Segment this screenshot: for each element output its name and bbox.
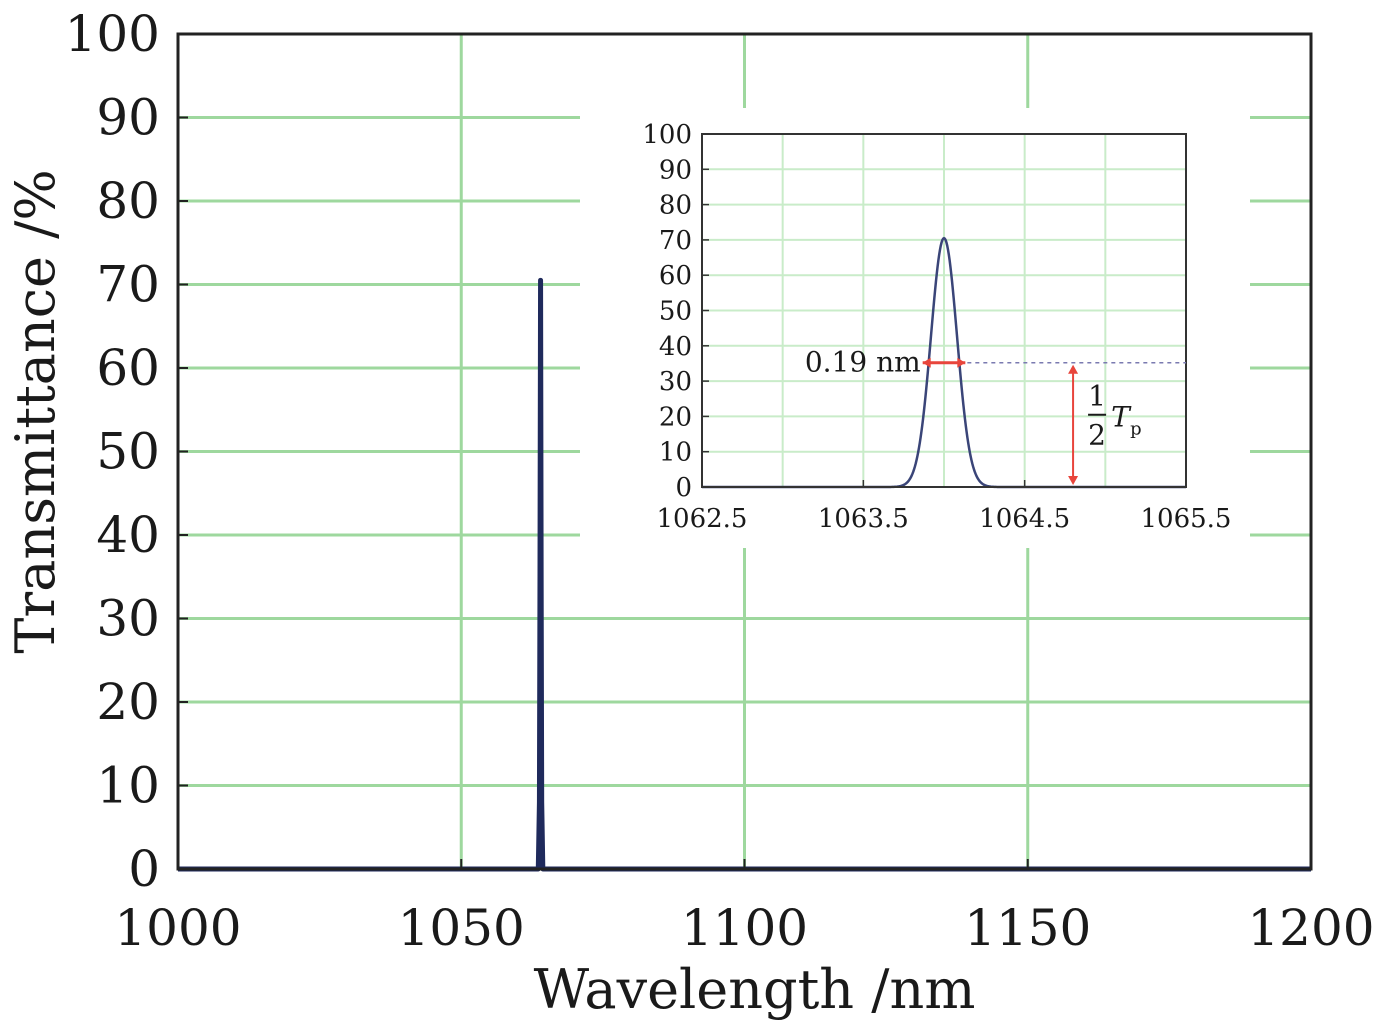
inset-x-tick-label: 1063.5	[818, 504, 909, 534]
inset-y-tick-label: 20	[659, 402, 692, 432]
main-y-tick-label: 90	[96, 89, 160, 147]
inset-background	[580, 108, 1250, 548]
main-x-tick-label: 1200	[1247, 899, 1374, 957]
fwhm-arrowhead-right	[957, 357, 966, 368]
main-y-tick-label: 30	[96, 590, 160, 648]
inset-x-tick-label: 1064.5	[979, 504, 1070, 534]
fwhm-arrowhead-left	[922, 357, 931, 368]
inset-y-tick-label: 70	[659, 226, 692, 256]
main-series	[178, 277, 1311, 872]
inset-y-tick-label: 80	[659, 191, 692, 221]
inset-y-tick-label: 100	[642, 120, 692, 150]
inset-y-tick-label: 0	[675, 473, 692, 503]
inset-x-tick-label: 1062.5	[657, 504, 748, 534]
inset-y-tick-label: 40	[659, 332, 692, 362]
main-y-tick-label: 40	[96, 506, 160, 564]
inset-y-tick-label: 90	[659, 155, 692, 185]
half-level-arrowhead-top	[1068, 364, 1079, 374]
main-transmittance-line	[178, 277, 1311, 872]
main-x-axis-label: Wavelength /nm	[534, 958, 976, 1021]
main-x-tick-label: 1000	[114, 899, 241, 957]
inset-tick-labels: 0 10 20 30 40 50 60 70 80 90 100 1062.5 1063.5 1064.5…	[642, 120, 1231, 534]
main-y-tick-label: 100	[65, 5, 160, 63]
main-y-tick-label: 0	[128, 840, 160, 898]
inset-y-tick-label: 30	[659, 367, 692, 397]
inset-x-tick-label: 1065.5	[1141, 504, 1232, 534]
inset-y-tick-label: 10	[659, 438, 692, 468]
main-y-axis-label: Transmittance /%	[4, 169, 67, 653]
inset-grid	[702, 134, 1186, 487]
main-y-tick-label: 60	[96, 339, 160, 397]
main-y-tick-label: 80	[96, 172, 160, 230]
fwhm-label: 0.19 nm	[805, 346, 921, 379]
half-fraction-numerator: 1	[1088, 380, 1106, 413]
inset-annotations: 0.19 nm 1 2 T p	[805, 346, 1186, 485]
main-y-tick-label: 70	[96, 256, 160, 314]
main-x-tick-label: 1050	[398, 899, 525, 957]
half-level-arrowhead-bottom	[1068, 476, 1079, 485]
main-y-tick-label: 50	[96, 423, 160, 481]
inset-y-tick-label: 50	[659, 297, 692, 327]
inset-chart: 0 10 20 30 40 50 60 70 80 90 100 1062.5 1063.5 1064.5…	[580, 108, 1250, 548]
main-y-tick-label: 10	[96, 757, 160, 815]
half-fraction-denominator: 2	[1088, 419, 1106, 452]
main-x-tick-label: 1150	[964, 899, 1091, 957]
inset-y-tick-label: 60	[659, 261, 692, 291]
half-fraction-subscript: p	[1130, 419, 1142, 440]
half-fraction-variable: T	[1111, 401, 1132, 434]
main-x-tick-label: 1100	[681, 899, 808, 957]
main-y-tick-label: 20	[96, 673, 160, 731]
